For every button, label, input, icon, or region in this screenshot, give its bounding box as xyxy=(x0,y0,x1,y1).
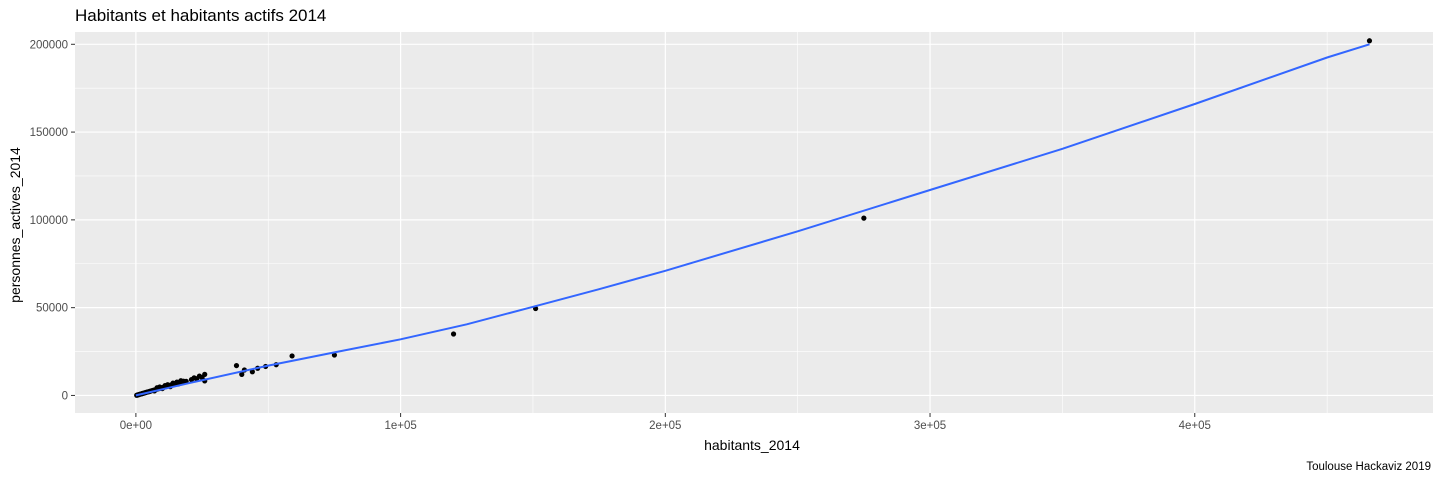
major-grid xyxy=(75,32,1433,413)
data-point xyxy=(233,362,240,369)
x-tick-label: 4e+05 xyxy=(1179,420,1211,432)
data-point xyxy=(249,369,255,375)
data-point xyxy=(289,353,295,359)
data-point xyxy=(202,371,208,377)
minor-grid xyxy=(75,32,1433,413)
y-tick-label: 0 xyxy=(62,390,68,402)
data-point xyxy=(450,331,457,337)
data-point xyxy=(331,352,338,358)
x-tick-label: 3e+05 xyxy=(914,420,946,432)
x-axis-title: habitants_2014 xyxy=(704,437,800,453)
chart-title: Habitants et habitants actifs 2014 xyxy=(75,6,326,25)
x-tick-label: 0e+00 xyxy=(120,420,152,432)
data-point xyxy=(1366,38,1373,44)
y-axis-tick-labels: 0 50000 100000 150000 200000 xyxy=(30,39,68,402)
chart-caption: Toulouse Hackaviz 2019 xyxy=(1306,461,1431,473)
x-tick-label: 1e+05 xyxy=(384,420,416,432)
smooth-line xyxy=(135,43,1370,397)
axis-ticks xyxy=(71,43,1196,417)
y-tick-label: 150000 xyxy=(30,127,68,139)
x-axis-tick-labels: 0e+00 1e+05 2e+05 3e+05 4e+05 xyxy=(120,420,1211,432)
data-point xyxy=(861,215,867,221)
plot-panel xyxy=(75,32,1433,413)
y-tick-label: 200000 xyxy=(30,39,68,51)
y-axis-title: personnes_actives_2014 xyxy=(7,147,23,303)
y-tick-label: 50000 xyxy=(36,303,68,315)
x-tick-label: 2e+05 xyxy=(649,420,681,432)
y-tick-label: 100000 xyxy=(30,215,68,227)
data-point xyxy=(239,371,245,377)
